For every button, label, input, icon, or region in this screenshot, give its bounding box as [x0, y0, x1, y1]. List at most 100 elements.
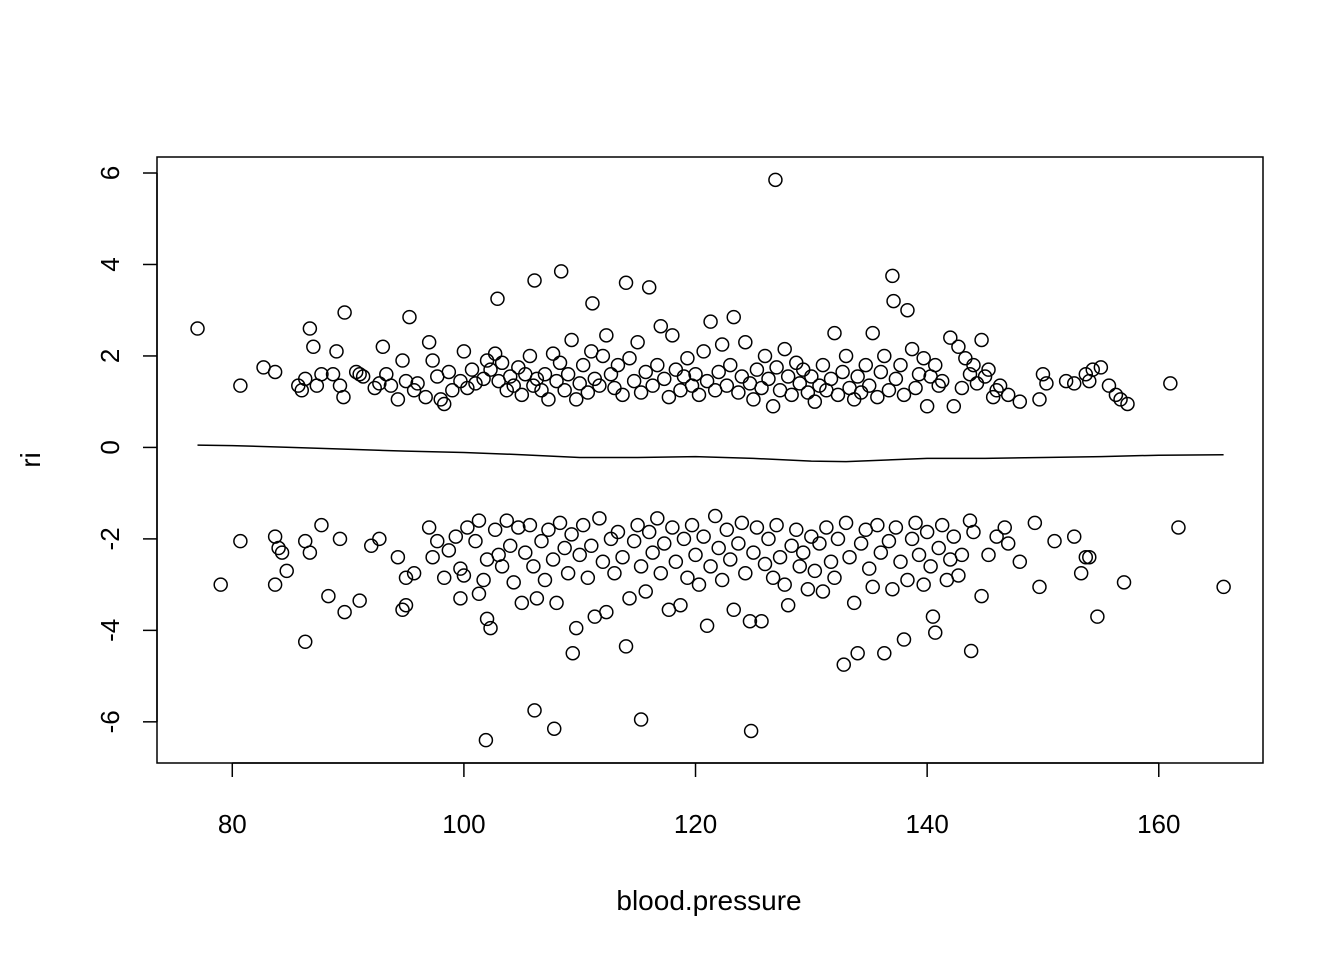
data-point	[607, 565, 622, 581]
data-point	[626, 373, 642, 389]
data-point	[951, 568, 966, 583]
data-point	[534, 383, 549, 398]
data-point	[302, 545, 318, 560]
data-point	[622, 350, 637, 366]
data-point	[267, 577, 283, 592]
data-point	[456, 344, 472, 359]
data-point	[599, 328, 614, 343]
data-point	[499, 513, 515, 528]
data-point	[865, 579, 880, 595]
data-point	[398, 373, 414, 389]
data-point	[908, 515, 923, 531]
data-point	[445, 383, 460, 398]
data-point	[274, 545, 290, 560]
x-tick-label: 120	[674, 809, 717, 839]
data-point	[881, 533, 897, 549]
data-point	[471, 586, 487, 602]
data-point	[456, 568, 472, 583]
data-point	[888, 520, 904, 535]
data-point	[734, 369, 750, 384]
data-point	[552, 515, 568, 531]
data-point	[768, 172, 783, 188]
data-point	[928, 625, 943, 640]
data-point	[526, 559, 541, 574]
data-point	[603, 531, 619, 547]
data-point	[800, 385, 816, 400]
data-point	[233, 378, 248, 393]
data-point	[633, 385, 649, 400]
data-point	[372, 531, 387, 547]
y-axis-title: ri	[15, 452, 46, 468]
data-point	[1116, 575, 1132, 590]
data-point	[925, 609, 941, 624]
data-point	[325, 366, 341, 382]
data-point	[595, 348, 611, 364]
data-point	[711, 364, 726, 380]
data-point	[615, 549, 630, 565]
data-point	[471, 513, 487, 528]
data-point	[985, 389, 1001, 405]
data-point	[846, 595, 862, 611]
data-point	[754, 380, 769, 396]
data-point	[703, 314, 718, 329]
data-point	[858, 357, 874, 373]
data-point	[823, 554, 839, 570]
data-point	[911, 366, 927, 382]
data-point	[607, 380, 622, 396]
data-point	[650, 511, 665, 526]
data-point	[765, 399, 781, 414]
data-point	[870, 389, 885, 405]
data-point	[337, 604, 352, 620]
data-point	[549, 595, 564, 611]
data-point	[321, 588, 336, 604]
data-point	[453, 373, 468, 389]
data-point	[398, 570, 414, 586]
data-point	[297, 371, 313, 387]
data-point	[769, 360, 784, 375]
data-point	[572, 547, 587, 563]
data-point	[552, 355, 568, 371]
data-point	[560, 366, 576, 382]
data-point	[645, 378, 660, 393]
data-point	[789, 522, 804, 537]
data-point	[487, 346, 503, 361]
data-point	[885, 268, 900, 284]
data-point	[460, 380, 475, 396]
data-point	[610, 357, 626, 373]
data-point	[468, 533, 483, 549]
data-point	[916, 350, 931, 366]
data-point	[383, 378, 399, 393]
data-point	[946, 529, 962, 544]
data-point	[490, 291, 505, 307]
data-point	[213, 577, 228, 592]
data-point	[691, 387, 707, 403]
data-point	[478, 732, 494, 748]
data-point	[402, 309, 417, 325]
data-point	[406, 565, 422, 581]
data-point	[529, 591, 545, 606]
data-point	[904, 531, 920, 547]
data-point	[989, 529, 1004, 544]
data-point	[390, 392, 406, 407]
data-point	[557, 383, 572, 398]
data-point	[881, 383, 897, 398]
data-point	[819, 520, 834, 535]
data-point	[657, 536, 672, 551]
data-point	[886, 293, 901, 309]
data-point	[734, 515, 750, 531]
data-point	[719, 378, 735, 393]
data-point	[668, 554, 684, 570]
x-tick-label: 100	[442, 809, 485, 839]
x-axis-title: blood.pressure	[616, 885, 801, 916]
data-point	[541, 392, 556, 407]
data-point	[738, 334, 753, 350]
data-point	[812, 536, 827, 551]
data-point	[757, 556, 773, 572]
plot-frame	[156, 156, 1264, 764]
data-point	[853, 536, 869, 551]
data-point	[707, 508, 723, 524]
data-point	[795, 545, 811, 560]
data-point	[665, 328, 680, 343]
